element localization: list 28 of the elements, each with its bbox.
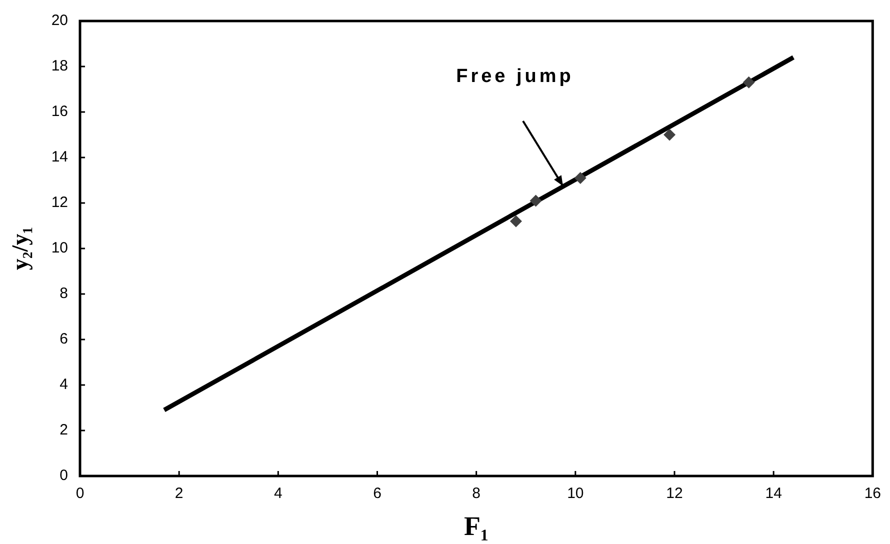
x-tick-label: 2 <box>174 485 184 502</box>
x-tick-label: 16 <box>864 485 881 502</box>
y-tick-label: 14 <box>51 148 68 166</box>
point <box>664 128 676 141</box>
y-tick-label: 20 <box>51 12 68 30</box>
x-tick-label: 4 <box>274 485 282 502</box>
x-tick-label: 8 <box>472 485 480 502</box>
y-axis-title: y₂/y₁ <box>8 226 33 270</box>
y-tick-label: 6 <box>60 330 68 348</box>
x-tick-label: 0 <box>76 485 84 502</box>
x-axis-title: F₁ <box>464 510 489 541</box>
x-tick-label: 14 <box>765 485 782 502</box>
y-tick-label: 10 <box>51 240 68 257</box>
x-tick-label: 12 <box>666 485 683 502</box>
y-tick-label: 0 <box>60 467 68 484</box>
y-tick-label: 8 <box>60 285 68 302</box>
y-tick-label: 16 <box>51 103 68 120</box>
y-tick-label: 12 <box>51 194 68 212</box>
point <box>510 215 522 228</box>
x-tick-label: 6 <box>373 485 382 502</box>
annotation: Free jump <box>456 66 574 88</box>
y-tick-label: 4 <box>60 376 68 394</box>
point <box>742 76 755 88</box>
y-tick-label: 2 <box>60 422 68 439</box>
point <box>530 194 542 207</box>
point <box>574 172 586 184</box>
x-tick-label: 10 <box>567 485 584 502</box>
y-tick-label: 18 <box>51 58 68 75</box>
